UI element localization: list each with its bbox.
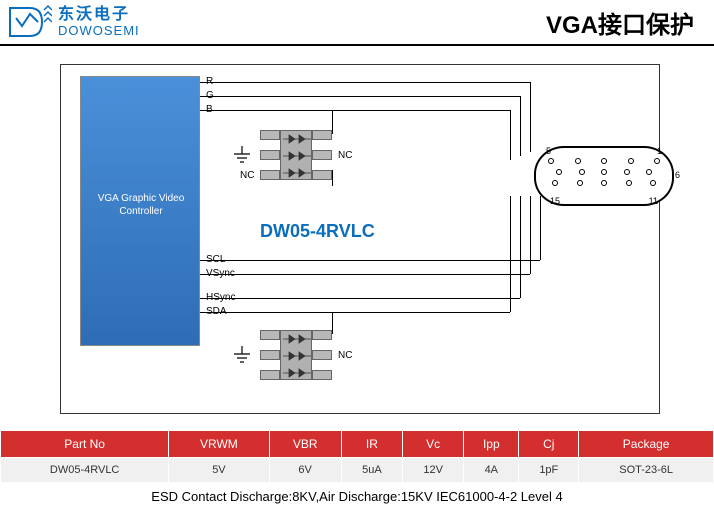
tvs-chip-bottom — [260, 316, 332, 394]
th-ir: IR — [341, 431, 402, 458]
nc-label: NC — [338, 350, 352, 361]
logo-text: 东沃电子 DOWOSEMI — [58, 6, 140, 38]
nc-label: NC — [338, 150, 352, 161]
footer-text: ESD Contact Discharge:8KV,Air Discharge:… — [0, 483, 714, 510]
th-vbr: VBR — [269, 431, 341, 458]
td-cj: 1pF — [519, 458, 579, 483]
td-vrwm: 5V — [169, 458, 269, 483]
td-ir: 5uA — [341, 458, 402, 483]
vga-controller-block: VGA Graphic Video Controller — [80, 76, 200, 346]
ground-icon — [228, 346, 256, 364]
td-vbr: 6V — [269, 458, 341, 483]
th-ipp: Ipp — [464, 431, 519, 458]
conn-pin-num: 15 — [550, 196, 560, 206]
th-package: Package — [579, 431, 714, 458]
diode-array-icon — [281, 331, 313, 381]
page-title: VGA接口保护 — [546, 5, 694, 40]
td-ipp: 4A — [464, 458, 519, 483]
conn-pin-num: 6 — [675, 170, 680, 180]
circuit-diagram: VGA Graphic Video Controller R G B SCL V… — [0, 46, 714, 426]
th-vrwm: VRWM — [169, 431, 269, 458]
logo: 东沃电子 DOWOSEMI — [8, 4, 140, 40]
part-name-label: DW05-4RVLC — [260, 221, 375, 242]
td-package: SOT-23-6L — [579, 458, 714, 483]
nc-label: NC — [240, 170, 254, 181]
logo-icon — [8, 4, 52, 40]
td-vc: 12V — [403, 458, 464, 483]
company-name-en: DOWOSEMI — [58, 24, 140, 38]
header: 东沃电子 DOWOSEMI VGA接口保护 — [0, 0, 714, 46]
tvs-chip-top — [260, 116, 332, 194]
th-partno: Part No — [1, 431, 169, 458]
conn-pin-num: 1 — [657, 146, 662, 156]
controller-label: VGA Graphic Video Controller — [89, 192, 193, 218]
td-partno: DW05-4RVLC — [1, 458, 169, 483]
table-header-row: Part No VRWM VBR IR Vc Ipp Cj Package — [1, 431, 714, 458]
table-row: DW05-4RVLC 5V 6V 5uA 12V 4A 1pF SOT-23-6… — [1, 458, 714, 483]
conn-pin-num: 11 — [649, 196, 658, 206]
spec-table: Part No VRWM VBR IR Vc Ipp Cj Package DW… — [0, 430, 714, 483]
conn-pin-num: 5 — [546, 146, 551, 156]
th-vc: Vc — [403, 431, 464, 458]
vga-connector: 5 1 6 15 11 — [534, 146, 674, 206]
th-cj: Cj — [519, 431, 579, 458]
company-name-cn: 东沃电子 — [58, 6, 140, 24]
ground-icon — [228, 146, 256, 164]
diode-array-icon — [281, 131, 313, 181]
